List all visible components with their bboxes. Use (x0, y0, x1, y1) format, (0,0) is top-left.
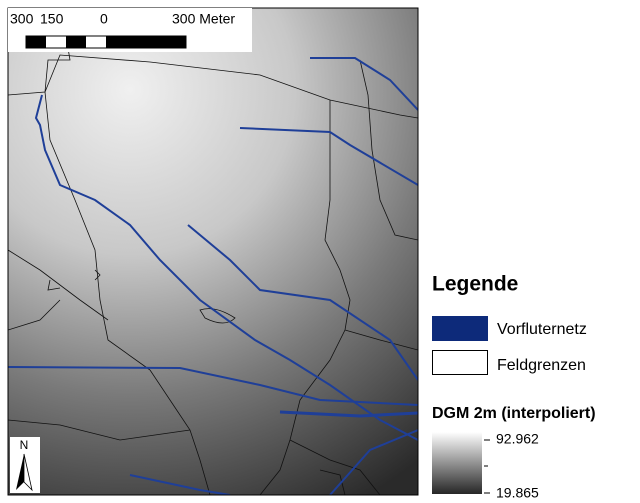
map-layout: 300 150 0 300 Meter N Legende Vorflutern… (0, 0, 640, 503)
legend-title: Legende (432, 273, 518, 296)
scale-segment (106, 36, 186, 48)
legend-swatch-field (433, 351, 488, 375)
legend-item: Vorfluternetz (497, 321, 587, 338)
legend: Legende Vorfluternetz Feldgrenzen DGM 2m… (432, 273, 596, 501)
scale-label: 300 Meter (172, 11, 235, 27)
scale-bar: 300 150 0 300 Meter (8, 8, 252, 52)
page: {"scale_bar": {"labels": ["300", "150", … (0, 0, 640, 503)
raster-ramp (432, 432, 482, 494)
dem-raster (8, 8, 418, 495)
raster-min: 19.865 (496, 485, 539, 501)
map (8, 8, 418, 495)
north-label: N (20, 438, 29, 452)
scale-label: 150 (40, 11, 64, 27)
raster-max: 92.962 (496, 431, 539, 447)
body: 300 150 0 300 Meter N Legende Vorflutern… (0, 0, 640, 503)
raster-title: DGM 2m (interpoliert) (432, 405, 596, 422)
scale-label: 300 (10, 11, 34, 27)
north-arrow: N (10, 437, 40, 493)
scale-segment (26, 36, 46, 48)
legend-swatch-river (432, 316, 488, 341)
legend-item: Feldgrenzen (497, 357, 586, 374)
scale-segment (66, 36, 86, 48)
scale-label: 0 (100, 11, 108, 27)
